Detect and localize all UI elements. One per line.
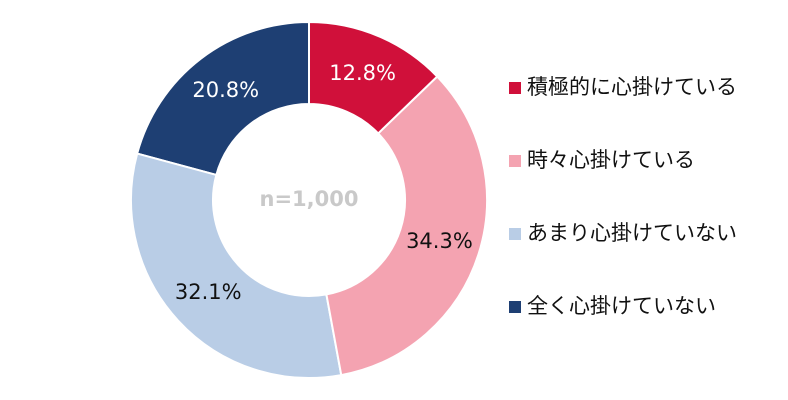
legend-label: あまり心掛けていない	[527, 221, 737, 245]
donut-slice	[325, 75, 488, 377]
value-label: 34.3%	[406, 229, 473, 253]
value-label: 32.1%	[175, 280, 242, 304]
donut-slice	[308, 20, 439, 135]
legend-label: 積極的に心掛けている	[527, 75, 737, 99]
value-label: 12.8%	[329, 61, 396, 85]
value-label: 20.8%	[192, 78, 259, 102]
donut-slice	[130, 152, 343, 379]
donut-slice	[135, 20, 310, 177]
legend-swatch	[509, 82, 521, 94]
legend-label: 時々心掛けている	[527, 148, 695, 172]
legend-swatch	[509, 155, 521, 167]
legend-swatch	[509, 228, 521, 240]
center-label: n=1,000	[260, 187, 359, 211]
legend-swatch	[509, 301, 521, 313]
legend-label: 全く心掛けていない	[527, 294, 716, 318]
